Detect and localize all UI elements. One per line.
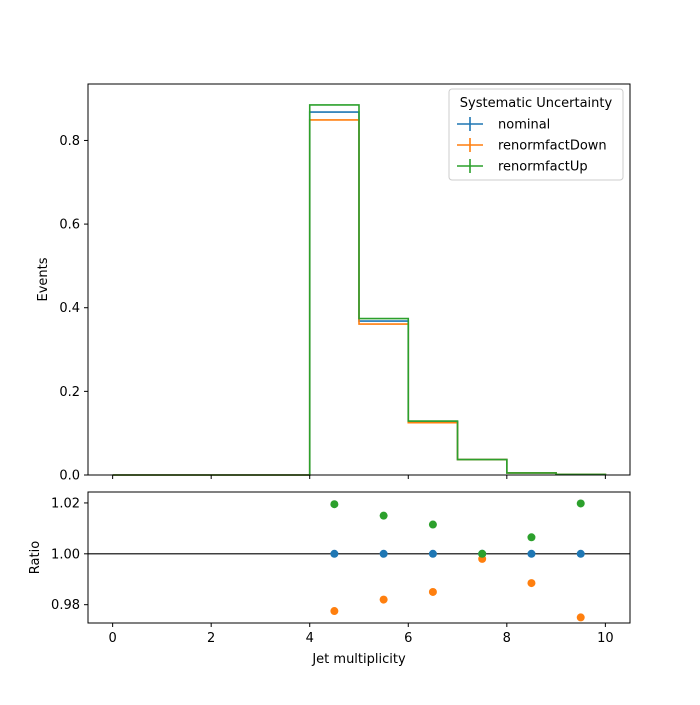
main-y-tick-label: 0.8 [59, 134, 80, 149]
main-y-axis-label: Events [36, 257, 51, 301]
legend-entry-nominal: nominal [498, 118, 550, 133]
main-y-tick-label: 0.6 [59, 218, 80, 233]
ratio-x-tick-label: 6 [404, 631, 412, 646]
ratio-point-renormfactDown [330, 607, 339, 616]
ratio-y-tick-label: 1.02 [51, 496, 80, 511]
ratio-x-tick-label: 8 [503, 631, 511, 646]
ratio-x-axis-label: Jet multiplicity [311, 652, 406, 667]
ratio-y-tick-label: 1.00 [51, 547, 80, 562]
legend-entry-renormfactDown: renormfactDown [498, 139, 607, 154]
ratio-point-renormfactDown [379, 595, 388, 604]
main-panel: 0.0 0.2 0.4 0.6 0.8 Events Systematic Uncertai… [36, 83, 631, 484]
legend-title: Systematic Uncertainty [460, 96, 613, 111]
ratio-panel: 0 2 4 6 8 10 0.98 1.00 1.02 Jet multiplicity Ratio [28, 491, 631, 667]
ratio-x-tick-label: 2 [207, 631, 215, 646]
ratio-point-nominal [576, 549, 585, 558]
ratio-point-renormfactUp [379, 511, 388, 520]
main-y-tick-label: 0.4 [59, 301, 80, 316]
main-y-tick-label: 0.0 [59, 469, 80, 484]
ratio-point-renormfactUp [428, 520, 437, 529]
ratio-point-renormfactDown [527, 579, 536, 588]
ratio-point-renormfactUp [527, 533, 536, 542]
ratio-point-nominal [330, 549, 339, 558]
ratio-point-nominal [428, 549, 437, 558]
ratio-x-tick-label: 10 [597, 631, 614, 646]
legend-entry-renormfactUp: renormfactUp [498, 160, 588, 175]
ratio-point-renormfactUp [576, 499, 585, 508]
ratio-x-tick-label: 0 [108, 631, 116, 646]
ratio-y-tick-label: 0.98 [51, 598, 80, 613]
main-axes-frame [87, 83, 631, 476]
ratio-axes-frame [87, 491, 631, 624]
ratio-point-renormfactDown [576, 613, 585, 622]
ratio-point-renormfactUp [330, 500, 339, 509]
ratio-point-renormfactDown [428, 587, 437, 596]
ratio-y-axis-label: Ratio [28, 541, 43, 574]
ratio-point-nominal [379, 549, 388, 558]
ratio-x-tick-label: 4 [306, 631, 314, 646]
legend-box [448, 88, 624, 181]
main-y-tick-label: 0.2 [59, 385, 80, 400]
ratio-point-nominal [527, 549, 536, 558]
legend: Systematic Uncertainty nominal renormfactD… [448, 88, 624, 181]
ratio-point-renormfactUp [478, 549, 487, 558]
